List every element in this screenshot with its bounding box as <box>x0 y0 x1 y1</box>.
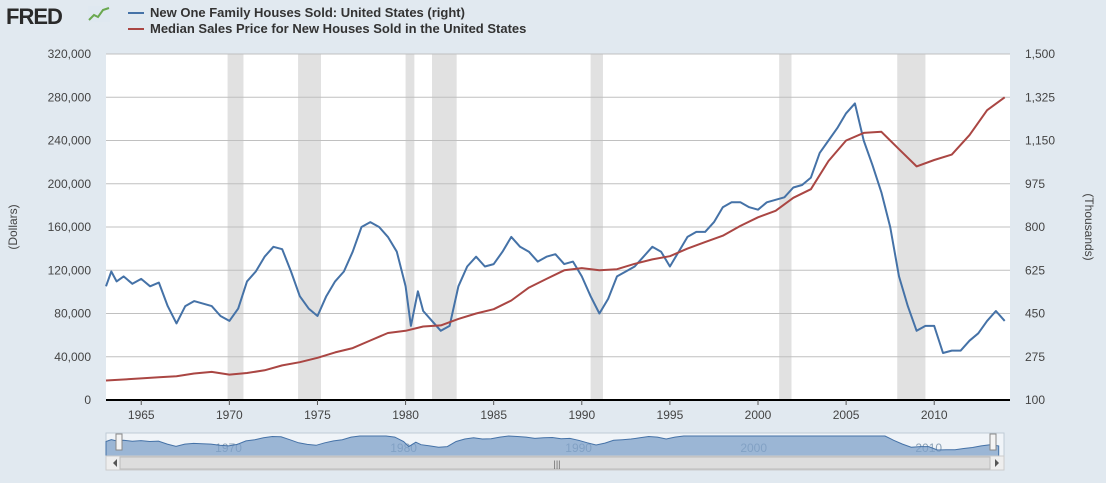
scroll-left-arrow-icon[interactable] <box>113 459 117 467</box>
fred-logo[interactable]: FRED <box>6 4 63 30</box>
range-navigator[interactable]: 19701980199020002010 <box>105 432 1005 457</box>
y-left-tick-label: 160,000 <box>48 220 92 234</box>
y-right-tick-label: 1,500 <box>1025 47 1055 61</box>
y-left-ticks: 0 40,000 80,000 120,000 160,000 200,000 240,00… <box>48 47 92 407</box>
y-right-axis-label: (Thousands) <box>1082 193 1096 260</box>
navigator-left-handle[interactable] <box>115 433 123 451</box>
y-right-tick-label: 100 <box>1025 393 1045 407</box>
x-tick-label: 1995 <box>657 408 684 422</box>
x-tick-label: 1965 <box>128 408 155 422</box>
legend-item-houses-sold[interactable]: New One Family Houses Sold: United State… <box>128 5 526 21</box>
x-tick-label: 1985 <box>480 408 507 422</box>
scroll-right-arrow-icon[interactable] <box>995 459 999 467</box>
y-right-tick-label: 450 <box>1025 307 1045 321</box>
x-tick-label: 2000 <box>745 408 772 422</box>
chart-line-icon <box>88 6 110 22</box>
y-left-tick-label: 0 <box>84 393 91 407</box>
y-left-tick-label: 120,000 <box>48 263 92 277</box>
x-tick-label: 1975 <box>304 408 331 422</box>
y-left-tick-label: 240,000 <box>48 134 92 148</box>
y-right-tick-label: 275 <box>1025 350 1045 364</box>
y-right-tick-label: 625 <box>1025 263 1045 277</box>
x-axis-ticks: 1965 1970 1975 1980 1985 1990 1995 2000 2005 2010 <box>128 400 948 422</box>
x-tick-label: 1980 <box>392 408 419 422</box>
y-right-tick-label: 975 <box>1025 177 1045 191</box>
y-right-tick-label: 1,150 <box>1025 134 1055 148</box>
legend-swatch-blue <box>128 12 144 14</box>
legend-item-median-price[interactable]: Median Sales Price for New Houses Sold i… <box>128 21 526 37</box>
y-right-ticks: 100 275 450 625 800 975 1,150 1,325 1,500 <box>1025 47 1055 407</box>
scrollbar-grip-icon: ||| <box>553 459 560 469</box>
series-lines <box>105 96 1006 382</box>
series-median-price-line <box>105 96 1006 382</box>
legend-label-median-price: Median Sales Price for New Houses Sold i… <box>150 21 527 36</box>
logo-text: FRED <box>6 4 63 29</box>
navigator-right-handle[interactable] <box>989 433 997 451</box>
legend-label-houses-sold: New One Family Houses Sold: United State… <box>150 5 465 20</box>
x-tick-label: 1990 <box>568 408 595 422</box>
y-left-tick-label: 40,000 <box>54 350 91 364</box>
scrollbar-thumb[interactable] <box>119 456 991 470</box>
y-left-tick-label: 320,000 <box>48 47 92 61</box>
y-left-tick-label: 80,000 <box>54 307 91 321</box>
y-left-tick-label: 280,000 <box>48 90 92 104</box>
y-right-tick-label: 800 <box>1025 220 1045 234</box>
y-left-tick-label: 200,000 <box>48 177 92 191</box>
legend-swatch-red <box>128 28 144 30</box>
x-tick-label: 1970 <box>216 408 243 422</box>
series-houses-sold-line <box>105 102 1006 354</box>
y-left-axis-label: (Dollars) <box>6 204 20 249</box>
chart-legend: New One Family Houses Sold: United State… <box>128 5 526 37</box>
x-tick-label: 2010 <box>921 408 948 422</box>
navigator-scrollbar[interactable]: ||| <box>105 455 1005 471</box>
navigator-series-area <box>105 435 1000 457</box>
x-tick-label: 2005 <box>833 408 860 422</box>
y-right-tick-label: 1,325 <box>1025 90 1055 104</box>
